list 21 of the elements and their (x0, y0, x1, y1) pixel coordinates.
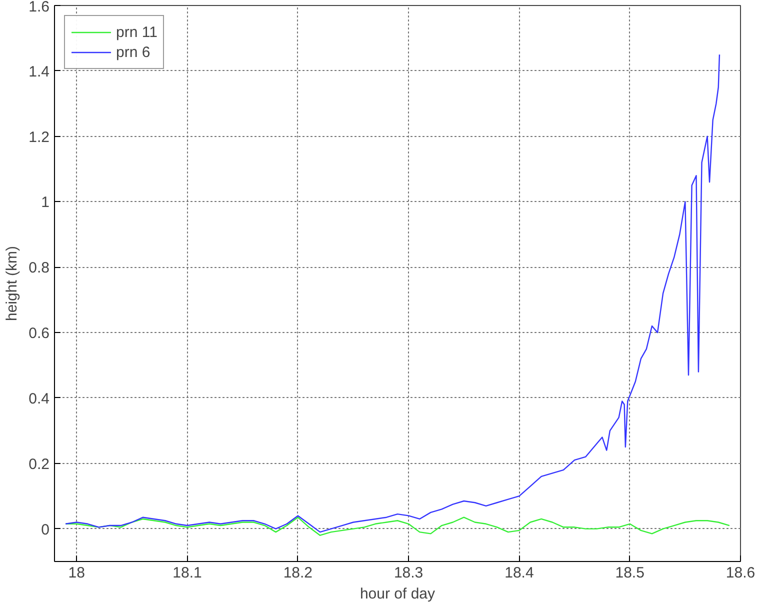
x-tick-label: 18 (68, 564, 85, 582)
y-tick-label: 0.6 (28, 325, 50, 342)
legend-label: prn 6 (116, 44, 150, 60)
x-tick-label: 18.2 (283, 564, 313, 582)
x-tick-label: 18.1 (172, 564, 202, 582)
line-series (64, 516, 730, 536)
y-tick-label: 0.4 (28, 390, 50, 408)
y-tick-label: 0.8 (28, 260, 50, 277)
x-tick-label: 18.3 (394, 564, 424, 582)
x-axis-title: hour of day (360, 586, 436, 602)
x-tick-label: 18.6 (726, 564, 756, 582)
x-tick-label: 18.4 (504, 564, 534, 582)
y-axis-title: height (km) (4, 246, 21, 322)
y-tick-label: 1 (41, 194, 50, 212)
y-tick-label: 1.2 (28, 128, 50, 146)
legend-label: prn 11 (116, 24, 158, 40)
y-tick-label: 0 (41, 521, 50, 538)
y-tick-label: 0.2 (28, 456, 50, 473)
y-tick-label: 1.4 (28, 63, 50, 80)
x-tick-label: 18.5 (615, 564, 644, 582)
y-tick-label: 1.6 (28, 0, 50, 16)
